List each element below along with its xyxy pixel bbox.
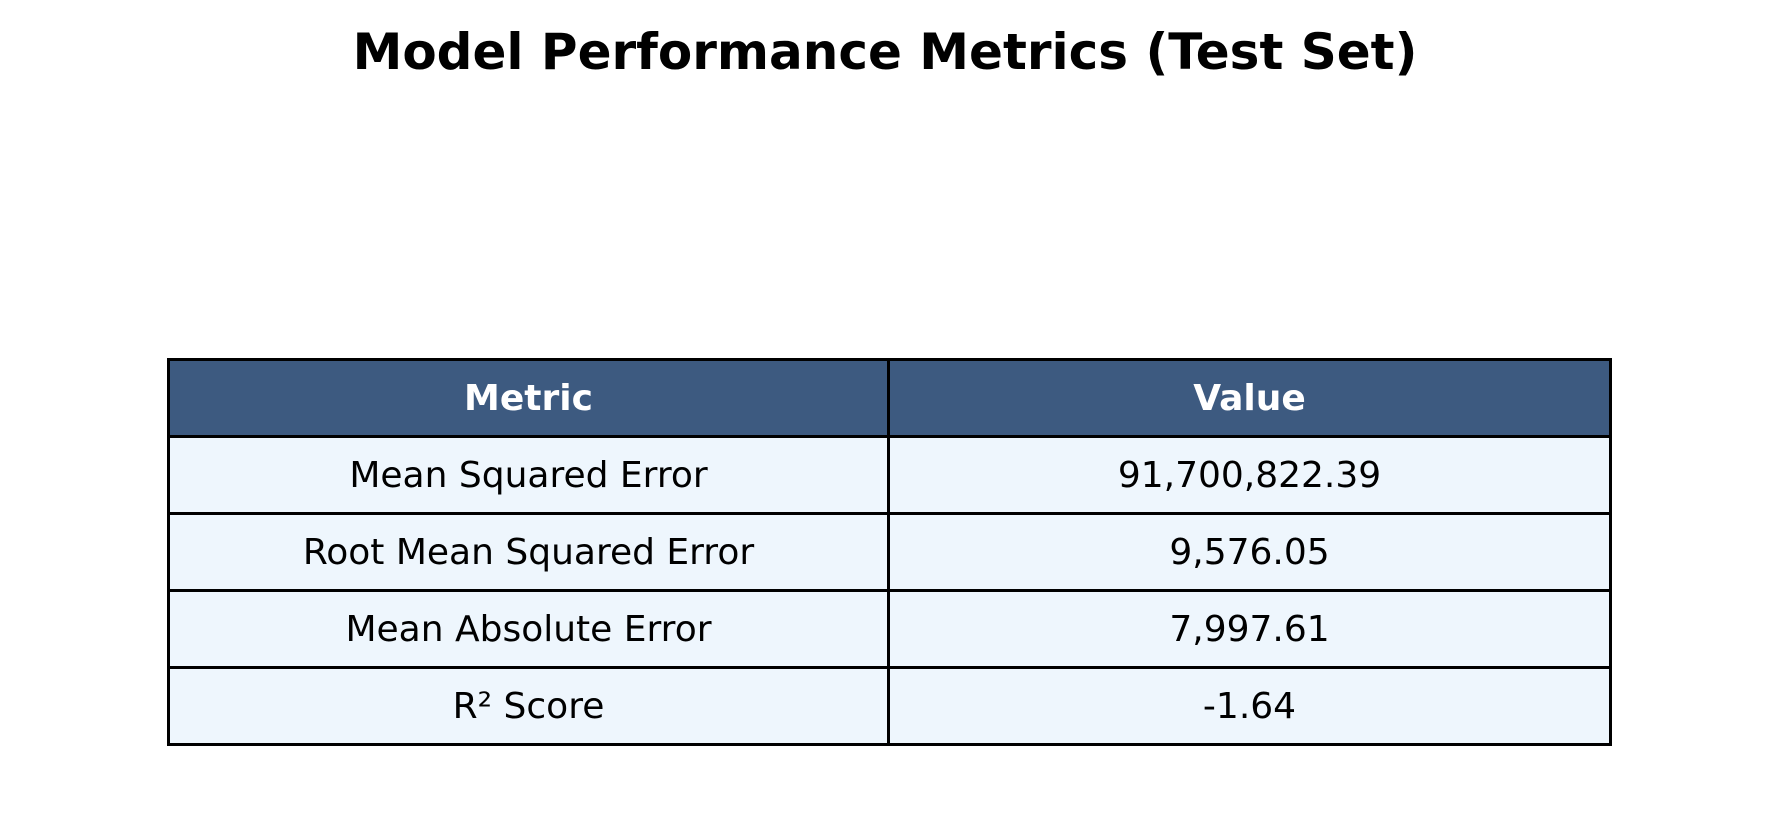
column-header-metric: Metric [167,358,890,438]
table-header-row: Metric Value [167,358,1612,438]
metric-value-cell: 7,997.61 [887,589,1612,669]
table-row: Root Mean Squared Error 9,576.05 [167,512,1612,592]
metric-value-cell: 9,576.05 [887,512,1612,592]
column-header-value: Value [887,358,1612,438]
metric-value-cell: -1.64 [887,666,1612,746]
chart-title: Model Performance Metrics (Test Set) [352,23,1418,81]
table-row: R² Score -1.64 [167,666,1612,746]
metric-name-cell: Mean Squared Error [167,435,890,515]
metric-name-cell: R² Score [167,666,890,746]
table-row: Mean Absolute Error 7,997.61 [167,589,1612,669]
metric-value-cell: 91,700,822.39 [887,435,1612,515]
metrics-table: Metric Value Mean Squared Error 91,700,8… [167,358,1612,746]
metric-name-cell: Root Mean Squared Error [167,512,890,592]
table-row: Mean Squared Error 91,700,822.39 [167,435,1612,515]
metric-name-cell: Mean Absolute Error [167,589,890,669]
